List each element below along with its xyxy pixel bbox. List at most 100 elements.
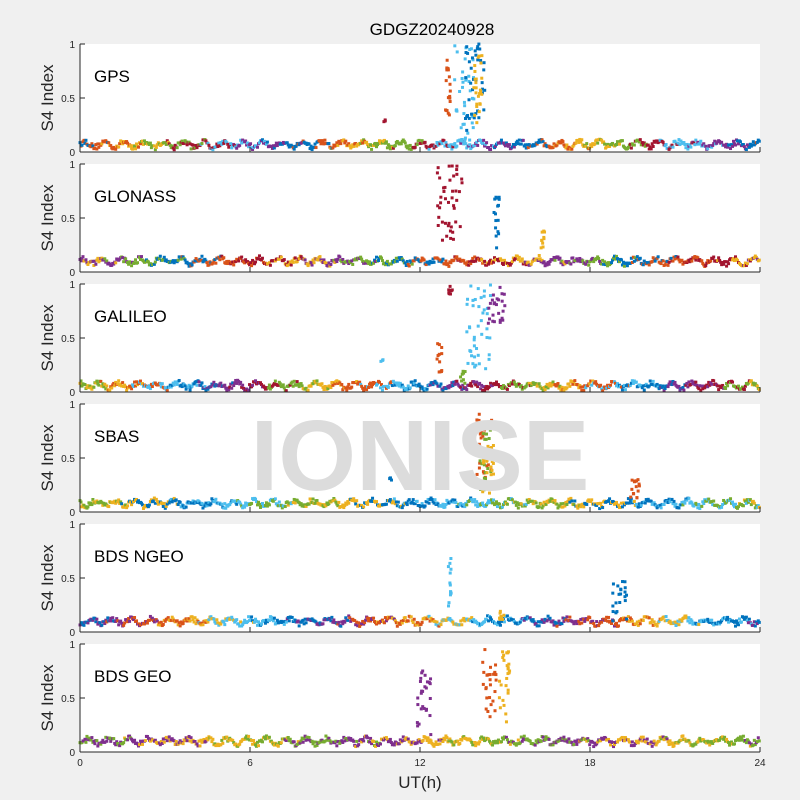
baseline-point [301, 740, 305, 744]
baseline-point [211, 148, 215, 152]
baseline-point [584, 738, 588, 742]
baseline-point [365, 140, 369, 144]
baseline-point [652, 501, 656, 505]
baseline-point [305, 262, 309, 266]
baseline-point [433, 498, 437, 502]
baseline-point [694, 742, 698, 746]
spike-point [459, 126, 463, 130]
baseline-point [272, 616, 276, 620]
baseline-point [185, 619, 189, 623]
baseline-point [277, 257, 281, 261]
baseline-point [648, 742, 652, 746]
baseline-point [599, 501, 603, 505]
spike-point [486, 463, 490, 467]
baseline-point [462, 735, 466, 739]
baseline-point [409, 147, 413, 151]
spike-point [419, 676, 423, 680]
spike-point [540, 238, 544, 242]
baseline-point [638, 256, 642, 260]
baseline-point [297, 257, 301, 261]
spike-point [425, 680, 429, 684]
baseline-point [670, 741, 674, 745]
baseline-point [628, 499, 632, 503]
baseline-point [420, 139, 424, 143]
baseline-point [485, 263, 489, 267]
baseline-point [121, 381, 125, 385]
spike-point [461, 70, 465, 74]
baseline-point [509, 261, 513, 265]
baseline-point [501, 262, 505, 266]
baseline-point [361, 386, 365, 390]
baseline-point [462, 503, 466, 507]
baseline-point [180, 385, 184, 389]
baseline-point [652, 620, 656, 624]
baseline-point [671, 259, 675, 263]
baseline-point [605, 261, 609, 265]
baseline-point [286, 735, 290, 739]
baseline-point [251, 742, 255, 746]
baseline-point [667, 147, 671, 151]
baseline-point [744, 263, 748, 267]
baseline-point [245, 387, 249, 391]
baseline-point [335, 744, 339, 748]
baseline-point [658, 384, 662, 388]
baseline-point [742, 264, 746, 268]
baseline-point [393, 260, 397, 264]
baseline-point [676, 619, 680, 623]
baseline-point [328, 264, 332, 268]
baseline-point [745, 619, 749, 623]
baseline-point [726, 384, 730, 388]
baseline-point [267, 383, 271, 387]
spike-point [635, 496, 639, 500]
baseline-point [614, 384, 618, 388]
baseline-point [546, 614, 550, 618]
baseline-point [473, 255, 477, 259]
baseline-point [744, 741, 748, 745]
baseline-point [228, 260, 232, 264]
baseline-point [589, 259, 593, 263]
baseline-point [207, 501, 211, 505]
baseline-point [555, 384, 559, 388]
baseline-point [122, 260, 126, 264]
baseline-point [267, 618, 271, 622]
baseline-point [216, 621, 220, 625]
baseline-point [564, 146, 568, 150]
spike-point [479, 90, 483, 94]
baseline-point [554, 741, 558, 745]
baseline-point [492, 144, 496, 148]
panel-label: SBAS [94, 427, 139, 446]
baseline-point [435, 140, 439, 144]
baseline-point [620, 505, 624, 509]
baseline-point [689, 257, 693, 261]
baseline-point [241, 383, 245, 387]
baseline-point [481, 141, 485, 145]
baseline-point [738, 140, 742, 144]
baseline-point [352, 144, 356, 148]
baseline-point [588, 743, 592, 747]
baseline-point [341, 740, 345, 744]
baseline-point [562, 143, 566, 147]
baseline-point [374, 744, 378, 748]
baseline-point [617, 260, 621, 264]
baseline-point [737, 738, 741, 742]
baseline-point [117, 145, 121, 149]
baseline-point [472, 500, 476, 504]
baseline-point [482, 736, 486, 740]
baseline-point [98, 259, 102, 263]
baseline-point [368, 740, 372, 744]
baseline-point [671, 145, 675, 149]
baseline-point [534, 382, 538, 386]
baseline-point [179, 620, 183, 624]
baseline-point [406, 619, 410, 623]
baseline-point [265, 620, 269, 624]
spike-point [450, 196, 454, 200]
baseline-point [655, 382, 659, 386]
baseline-point [292, 740, 296, 744]
baseline-point [195, 742, 199, 746]
baseline-point [94, 262, 98, 266]
baseline-point [392, 381, 396, 385]
spike-point [447, 221, 451, 225]
baseline-point [307, 502, 311, 506]
spike-point [435, 357, 439, 361]
baseline-point [284, 738, 288, 742]
